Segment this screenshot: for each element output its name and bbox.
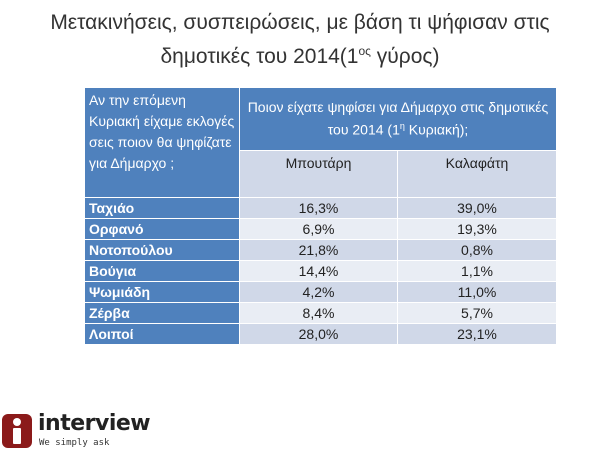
table-row: Ταχιάο 16,3% 39,0% (84, 197, 557, 219)
value-cell: 19,3% (397, 218, 557, 240)
value-cell: 1,1% (397, 260, 557, 282)
title-line-2: δημοτικές του 2014(1ος γύρος) (0, 37, 600, 71)
value-cell: 23,1% (397, 323, 557, 345)
table-row: Ψωμιάδη 4,2% 11,0% (84, 281, 557, 303)
value-cell: 6,9% (239, 218, 398, 240)
logo-tagline: We simply ask (39, 438, 110, 448)
column-group-after: Κυριακή); (404, 121, 469, 138)
table-row: Βούγια 14,4% 1,1% (84, 260, 557, 282)
header-row-sub: Μπουτάρη Καλαφάτη (85, 150, 557, 198)
table-row: Ορφανό 6,9% 19,3% (84, 218, 557, 240)
logo-wordmark: interview (38, 411, 151, 436)
title-line-1: Μετακινήσεις, συσπειρώσεις, με βάση τι ψ… (50, 11, 550, 34)
row-header-cell: Αν την επόμενη Κυριακή είχαμε εκλογές σε… (84, 87, 240, 198)
table-row: Νοτοπούλου 21,8% 0,8% (84, 239, 557, 261)
value-cell: 14,4% (239, 260, 398, 282)
page-title: Μετακινήσεις, συσπειρώσεις, με βάση τι ψ… (0, 8, 600, 71)
column-group-before: Ποιον είχατε ψηφίσει για Δήμαρχο στις δη… (247, 99, 549, 138)
row-label: Βούγια (84, 260, 240, 282)
value-cell: 8,4% (239, 302, 398, 324)
value-cell: 0,8% (397, 239, 557, 261)
title-line-2-before: δημοτικές του 2014(1 (160, 45, 359, 68)
results-table: Αν την επόμενη Κυριακή είχαμε εκλογές σε… (84, 87, 557, 345)
title-line-2-after: γύρος) (370, 45, 440, 68)
value-cell: 5,7% (397, 302, 557, 324)
value-cell: 11,0% (397, 281, 557, 303)
row-label: Ζέρβα (84, 302, 240, 324)
table-row: Λοιποί 28,0% 23,1% (84, 323, 557, 345)
value-cell: 21,8% (239, 239, 398, 261)
info-i-icon (2, 414, 32, 448)
table-row: Ζέρβα 8,4% 5,7% (84, 302, 557, 324)
column-header-boutaris: Μπουτάρη (239, 150, 398, 198)
row-label: Λοιποί (84, 323, 240, 345)
row-label: Ορφανό (84, 218, 240, 240)
row-label: Ψωμιάδη (84, 281, 240, 303)
header-row-top: Αν την επόμενη Κυριακή είχαμε εκλογές σε… (84, 87, 557, 198)
interview-logo: interview We simply ask (2, 411, 152, 450)
row-label: Νοτοπούλου (84, 239, 240, 261)
value-cell: 16,3% (239, 197, 398, 219)
title-line-2-sup: ος (358, 44, 371, 58)
value-cell: 39,0% (397, 197, 557, 219)
row-label: Ταχιάο (84, 197, 240, 219)
value-cell: 28,0% (239, 323, 398, 345)
column-group-header: Ποιον είχατε ψηφίσει για Δήμαρχο στις δη… (239, 87, 557, 151)
column-header-kalafatis: Καλαφάτη (397, 150, 557, 198)
column-group-sup: η (399, 121, 405, 132)
value-cell: 4,2% (239, 281, 398, 303)
